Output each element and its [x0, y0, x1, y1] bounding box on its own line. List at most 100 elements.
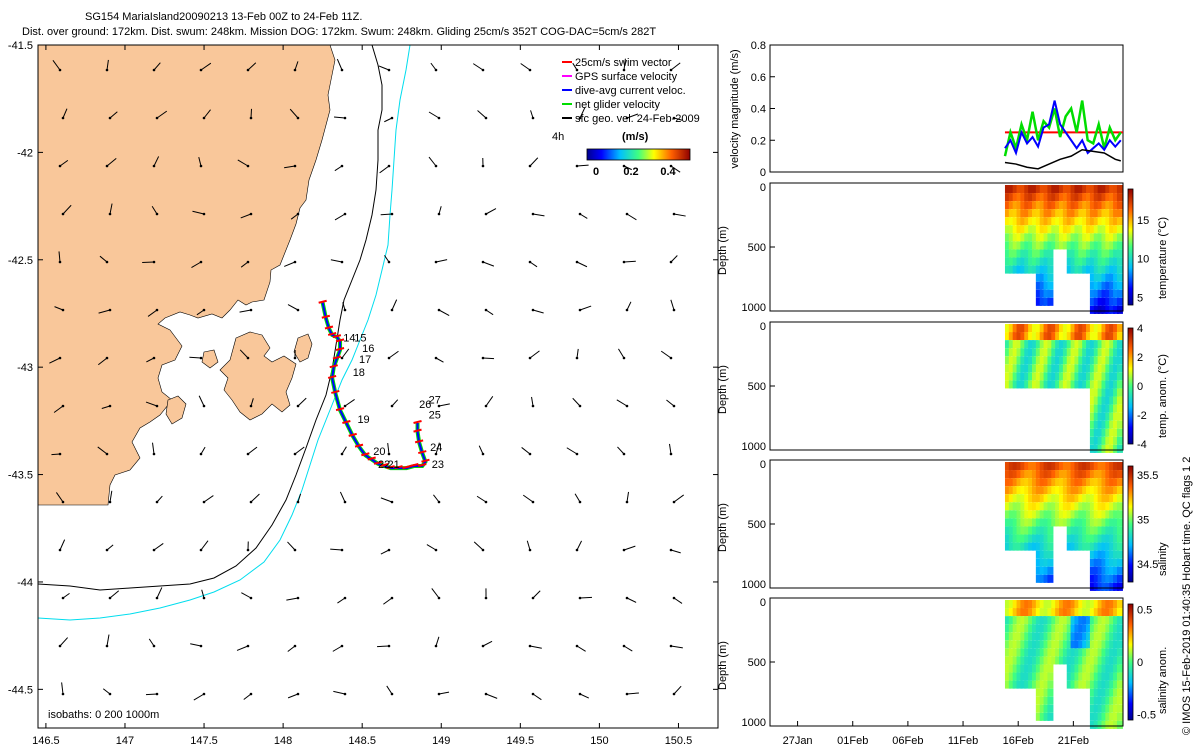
section-cell: [1078, 372, 1085, 381]
velocity-arrow-head: [249, 500, 253, 504]
section-cell: [1008, 356, 1015, 365]
section-cell: [1105, 478, 1112, 487]
section-colorbar-tick: -0.5: [1137, 710, 1156, 722]
section-cell: [1082, 193, 1089, 202]
velocity-arrow-head: [528, 644, 532, 648]
section-cell: [1055, 241, 1062, 250]
map-axis-ticks: 146.5 147 147.5 148 148.5 149 149.5 150 150.5-41…: [8, 40, 718, 747]
section-cell: [1097, 273, 1104, 282]
section-cell: [1047, 680, 1054, 689]
velocity-arrow: [574, 493, 581, 503]
section-cell: [1093, 664, 1100, 673]
section-cell: [1086, 510, 1093, 519]
section-cell: [1008, 608, 1015, 617]
section-cell: [1093, 582, 1100, 591]
section-cell: [1031, 241, 1038, 250]
section-cell: [1059, 364, 1066, 373]
velocity-arrow-head: [108, 308, 112, 312]
section-cell: [1020, 265, 1027, 274]
velocity-arrow-head: [622, 68, 626, 72]
velocity-arrow-head: [578, 500, 582, 504]
velocity-arrow: [626, 113, 639, 119]
section-cell: [1101, 249, 1108, 258]
section-cell: [1093, 712, 1100, 721]
section-cell: [1035, 566, 1042, 575]
section-cell: [1035, 502, 1042, 511]
swim-vector: [367, 456, 376, 461]
section-cell: [1074, 510, 1081, 519]
section-cell: [1055, 380, 1062, 389]
section-cell: [1109, 704, 1116, 713]
section-cell: [1113, 688, 1120, 697]
section-ytick-label: 500: [748, 519, 766, 531]
velocity-arrow-head: [152, 356, 156, 360]
section-cell: [1016, 233, 1023, 242]
section-cell: [1035, 510, 1042, 519]
section-cell: [1031, 348, 1038, 357]
velocity-arrow: [384, 255, 390, 263]
section-cell: [1035, 632, 1042, 641]
section-cell: [1101, 550, 1108, 559]
swim-vector: [413, 428, 422, 433]
section-cell: [1113, 233, 1120, 242]
time-tick-label: 01Feb: [837, 735, 868, 747]
section-cell: [1078, 462, 1085, 470]
isobath-1000m: [38, 45, 411, 621]
section-cell: [1093, 680, 1100, 689]
section-cell: [1097, 470, 1104, 479]
section-cell: [1043, 372, 1050, 381]
section-cell: [1047, 281, 1054, 290]
section-cell: [1089, 502, 1096, 511]
section-cell: [1035, 225, 1042, 234]
day-label: 17: [359, 354, 371, 366]
section-cell: [1082, 518, 1089, 527]
velocity-arrow-head: [484, 500, 488, 504]
velocity-arrow-head: [437, 692, 441, 696]
section-cell: [1116, 209, 1123, 218]
velocity-arrow: [49, 357, 61, 364]
section-cell: [1101, 502, 1108, 511]
velocity-arrow-head: [155, 212, 159, 216]
section-cell: [1089, 428, 1096, 437]
section-cell: [1047, 257, 1054, 266]
section-cell: [1116, 444, 1123, 453]
section-cell: [1047, 574, 1054, 583]
section-cell: [1086, 249, 1093, 258]
section-cell: [1097, 624, 1104, 633]
section-cell: [1062, 656, 1069, 665]
velocity-arrow: [330, 548, 343, 551]
section-cell: [1051, 209, 1058, 218]
section-cell: [1035, 624, 1042, 633]
section-cell: [1062, 225, 1069, 234]
section-cell: [1078, 648, 1085, 657]
section-cell: [1012, 640, 1019, 649]
section-cell: [1043, 241, 1050, 250]
section-cell: [1012, 656, 1019, 665]
section-cell: [1105, 526, 1112, 535]
velocity-arrow: [380, 497, 393, 503]
section-cell: [1097, 558, 1104, 567]
section-cell: [1024, 462, 1031, 470]
section-cell: [1043, 494, 1050, 503]
velocity-arrow: [284, 165, 296, 169]
section-cell: [1055, 356, 1062, 365]
section-cell: [1093, 542, 1100, 551]
section-cell: [1078, 241, 1085, 250]
section-cell: [1020, 680, 1027, 689]
velocity-arrow-head: [434, 356, 438, 360]
section-cell: [1028, 324, 1035, 332]
section-cell: [1016, 185, 1023, 193]
section-cell: [1109, 494, 1116, 503]
section-cell: [1024, 526, 1031, 535]
section-cell: [1031, 486, 1038, 495]
section-cell: [1109, 372, 1116, 381]
velocity-arrow: [200, 540, 209, 551]
section-cell: [1113, 289, 1120, 298]
section-cell: [1097, 478, 1104, 487]
velocity-arrow: [147, 309, 158, 317]
velocity-arrow: [626, 597, 637, 603]
section-cell: [1109, 289, 1116, 298]
section-ylabel: Depth (m): [717, 365, 729, 414]
section-cell: [1020, 648, 1027, 657]
